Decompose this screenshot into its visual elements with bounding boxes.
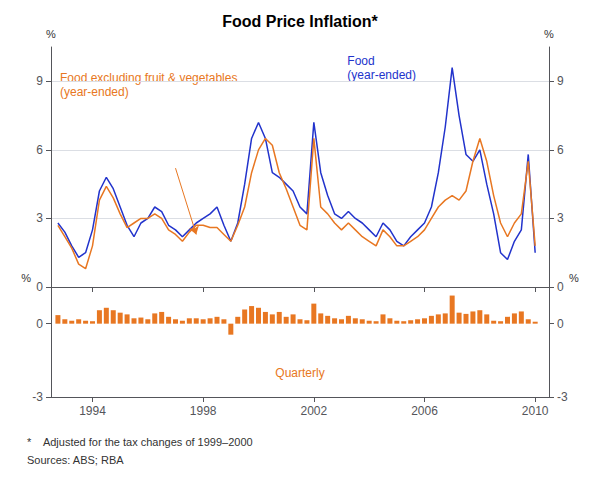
svg-text:%: % bbox=[46, 28, 56, 40]
svg-text:9: 9 bbox=[557, 74, 564, 88]
svg-text:0: 0 bbox=[36, 280, 43, 294]
svg-text:-3: -3 bbox=[32, 390, 43, 404]
svg-text:2010: 2010 bbox=[522, 404, 549, 418]
svg-text:2006: 2006 bbox=[411, 404, 438, 418]
svg-text:%: % bbox=[544, 28, 554, 40]
svg-text:* Adjusted for the tax chan: * Adjusted for the tax changes of 1999–2… bbox=[27, 436, 253, 448]
svg-text:Sources: ABS; RBA: Sources: ABS; RBA bbox=[27, 454, 124, 466]
svg-text:Food: Food bbox=[347, 54, 374, 68]
svg-text:0: 0 bbox=[36, 317, 43, 331]
svg-text:Quarterly: Quarterly bbox=[275, 366, 324, 380]
svg-text:(year-ended): (year-ended) bbox=[347, 68, 416, 82]
svg-text:-3: -3 bbox=[557, 390, 568, 404]
svg-text:3: 3 bbox=[36, 211, 43, 225]
svg-text:0: 0 bbox=[557, 317, 564, 331]
svg-text:6: 6 bbox=[36, 143, 43, 157]
svg-text:6: 6 bbox=[557, 143, 564, 157]
svg-text:%: % bbox=[21, 272, 31, 284]
svg-text:1998: 1998 bbox=[190, 404, 217, 418]
svg-text:Food excluding fruit & vegetab: Food excluding fruit & vegetables bbox=[60, 71, 237, 85]
svg-text:2002: 2002 bbox=[300, 404, 327, 418]
svg-text:1994: 1994 bbox=[79, 404, 106, 418]
svg-text:(year-ended): (year-ended) bbox=[60, 85, 129, 99]
svg-text:9: 9 bbox=[36, 74, 43, 88]
svg-text:3: 3 bbox=[557, 211, 564, 225]
svg-text:0: 0 bbox=[557, 280, 564, 294]
svg-text:Food Price Inflation*: Food Price Inflation* bbox=[222, 13, 378, 30]
svg-text:%: % bbox=[569, 272, 579, 284]
